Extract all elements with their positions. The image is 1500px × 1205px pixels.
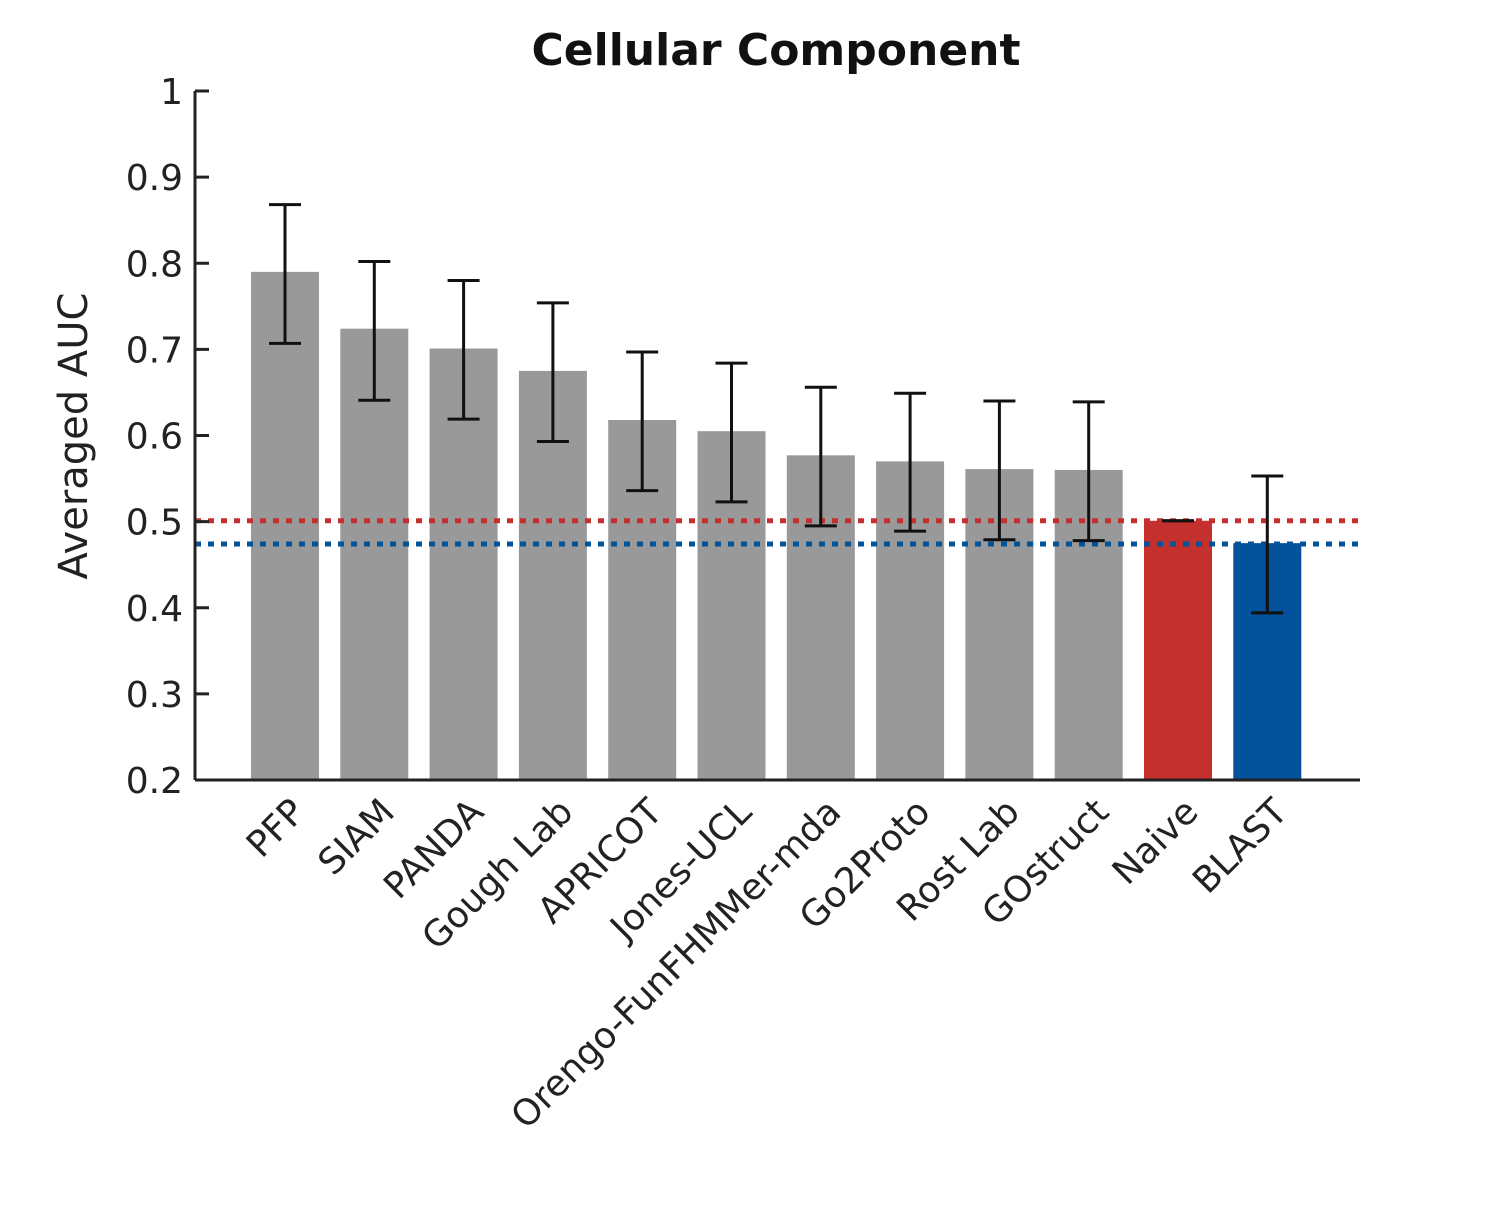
x-tick-label: PFP: [239, 791, 313, 865]
error-bar: [447, 278, 480, 421]
error-bar: [358, 260, 391, 402]
error-bar: [269, 203, 301, 345]
y-tick-label: 0.3: [126, 675, 183, 716]
y-tick-label: 0.8: [126, 244, 183, 285]
y-tick-label: 0.9: [126, 158, 183, 199]
error-bar: [626, 350, 659, 493]
error-bar: [983, 399, 1016, 542]
bar-siam: [340, 328, 409, 780]
error-bar: [1072, 400, 1105, 543]
chart-title: Cellular Component: [531, 25, 1020, 76]
error-bar: [1251, 474, 1284, 615]
bar-naive: [1144, 520, 1212, 780]
y-tick-label: 0.5: [126, 503, 183, 544]
y-tick-label: 1: [160, 72, 183, 113]
error-bar: [804, 385, 837, 528]
y-tick-label: 0.7: [126, 330, 183, 371]
error-bar: [715, 361, 748, 504]
y-tick-label: 0.2: [126, 761, 183, 802]
bars-layer: [251, 271, 1302, 780]
y-axis-label: Averaged AUC: [51, 293, 97, 580]
y-tick-label: 0.4: [126, 589, 183, 630]
axes-layer: 0.2 0.3 0.4 0.5 0.6 0.7 0.8 0.9 1: [126, 72, 1360, 802]
y-tick-label: 0.6: [126, 417, 183, 458]
error-bars-layer: [269, 203, 1284, 615]
x-tick-label: BLAST: [1185, 791, 1296, 902]
bar-pfp: [251, 271, 319, 780]
error-bar: [536, 301, 569, 444]
error-bar: [894, 391, 927, 533]
